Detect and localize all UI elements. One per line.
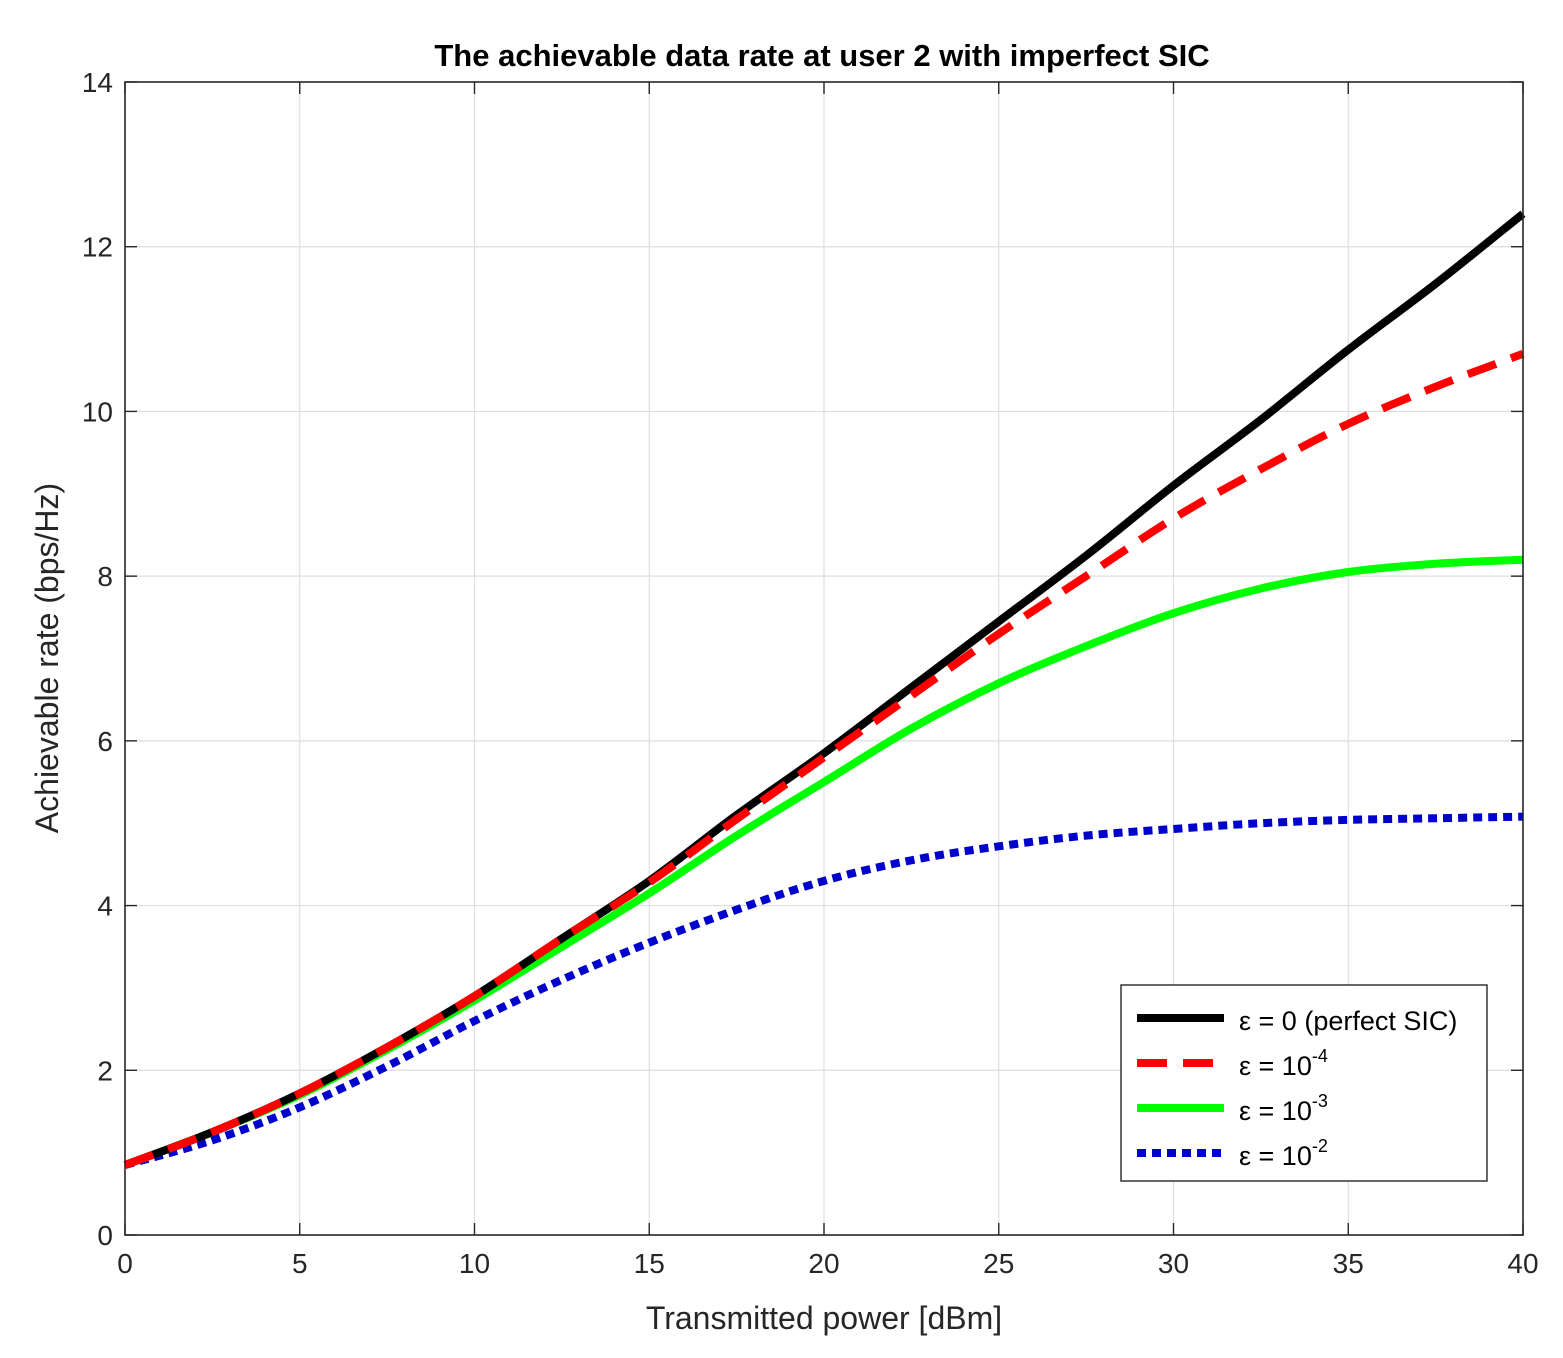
y-tick-label: 12	[82, 232, 113, 263]
series-line-1	[123, 350, 1525, 1169]
legend-label-2: ε = 10-3	[1239, 1091, 1328, 1126]
legend-label-0: ε = 0 (perfect SIC)	[1239, 1006, 1457, 1036]
legend-label-exponent: -2	[1312, 1136, 1328, 1156]
legend-label-base: ε = 10	[1239, 1141, 1312, 1171]
series-layer	[123, 210, 1526, 1169]
legend-label-1: ε = 10-4	[1239, 1046, 1328, 1081]
x-tick-label: 5	[292, 1248, 308, 1279]
x-tick-label: 0	[117, 1248, 133, 1279]
series-line-3	[123, 812, 1524, 1169]
legend-label-exponent: -3	[1312, 1091, 1328, 1111]
legend-label-3: ε = 10-2	[1239, 1136, 1328, 1171]
legend-label-base: ε = 10	[1239, 1051, 1312, 1081]
x-tick-label: 40	[1507, 1248, 1538, 1279]
ticks: 0 5 10 15 20 25 30 35 40 0 2 4 6 8 10 12 14	[82, 67, 1539, 1279]
x-tick-label: 20	[808, 1248, 839, 1279]
y-tick-label: 4	[97, 891, 113, 922]
x-axis-label: Transmitted power [dBm]	[646, 1300, 1002, 1336]
legend-label-exponent: -4	[1312, 1046, 1328, 1066]
x-tick-label: 15	[634, 1248, 665, 1279]
y-tick-label: 10	[82, 396, 113, 427]
y-axis-label: Achievable rate (bps/Hz)	[29, 483, 65, 833]
x-tick-label: 35	[1333, 1248, 1364, 1279]
y-tick-label: 0	[97, 1220, 113, 1251]
chart-title: The achievable data rate at user 2 with …	[434, 38, 1209, 73]
y-tick-label: 8	[97, 561, 113, 592]
y-tick-label: 14	[82, 67, 113, 98]
legend-label-base: ε = 10	[1239, 1096, 1312, 1126]
y-tick-label: 2	[97, 1055, 113, 1086]
x-tick-label: 30	[1158, 1248, 1189, 1279]
x-tick-label: 25	[983, 1248, 1014, 1279]
legend: ε = 0 (perfect SIC)ε = 10-4ε = 10-3ε = 1…	[1120, 984, 1488, 1182]
x-tick-label: 10	[459, 1248, 490, 1279]
y-tick-label: 6	[97, 726, 113, 757]
legend-label-base: ε = 0 (perfect SIC)	[1239, 1006, 1457, 1036]
